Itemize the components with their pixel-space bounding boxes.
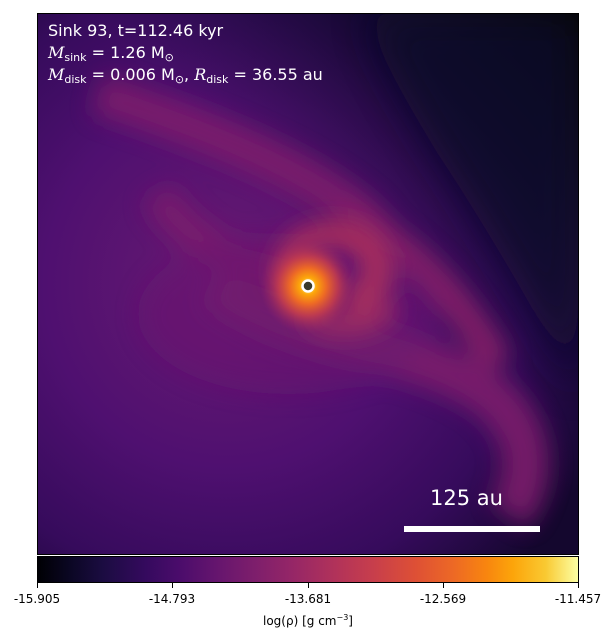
solar-symbol: ⊙ xyxy=(164,51,174,64)
colorbar-label: log(ρ) [g cm−3] xyxy=(263,613,353,628)
disk-mass-value: = 0.006 M xyxy=(91,65,175,84)
mass-subscript: sink xyxy=(64,51,87,64)
scale-bar xyxy=(404,526,540,532)
disk-mass-symbol: M xyxy=(48,65,65,84)
disk-properties-label: Mdisk = 0.006 M⊙, Rdisk = 36.55 au xyxy=(48,65,323,86)
density-map: Sink 93, t=112.46 kyr Msink = 1.26 M⊙ Md… xyxy=(37,13,579,555)
mass-value: = 1.26 M xyxy=(91,43,165,62)
colorbar-tick xyxy=(308,583,309,588)
sink-mass-label: Msink = 1.26 M⊙ xyxy=(48,43,174,64)
disk-radius-symbol: R xyxy=(194,65,207,84)
colorbar xyxy=(37,556,579,583)
disk-mass-subscript: disk xyxy=(64,73,87,86)
colorbar-tick-label: -14.793 xyxy=(148,592,196,606)
colorbar-tick-label: -12.569 xyxy=(419,592,467,606)
colorbar-tick xyxy=(578,583,579,588)
colorbar-label-text: log(ρ) [g cm xyxy=(263,614,337,628)
colorbar-label-suffix: ] xyxy=(348,614,353,628)
colorbar-tick-label: -15.905 xyxy=(13,592,61,606)
disk-radius-subscript: disk xyxy=(206,73,229,86)
solar-symbol: ⊙ xyxy=(174,73,185,86)
scale-bar-label: 125 au xyxy=(430,486,503,510)
mass-symbol: M xyxy=(48,43,65,62)
colorbar-tick xyxy=(37,583,38,588)
colorbar-tick xyxy=(443,583,444,588)
colorbar-tick xyxy=(172,583,173,588)
sink-marker xyxy=(301,279,315,293)
disk-radius-value: = 36.55 au xyxy=(233,65,323,84)
separator: , xyxy=(184,65,195,84)
colorbar-tick-label: -13.681 xyxy=(284,592,332,606)
density-map-image xyxy=(38,14,578,554)
sink-time-label: Sink 93, t=112.46 kyr xyxy=(48,21,224,40)
colorbar-tick-label: -11.457 xyxy=(554,592,602,606)
colorbar-label-exponent: −3 xyxy=(336,613,349,622)
